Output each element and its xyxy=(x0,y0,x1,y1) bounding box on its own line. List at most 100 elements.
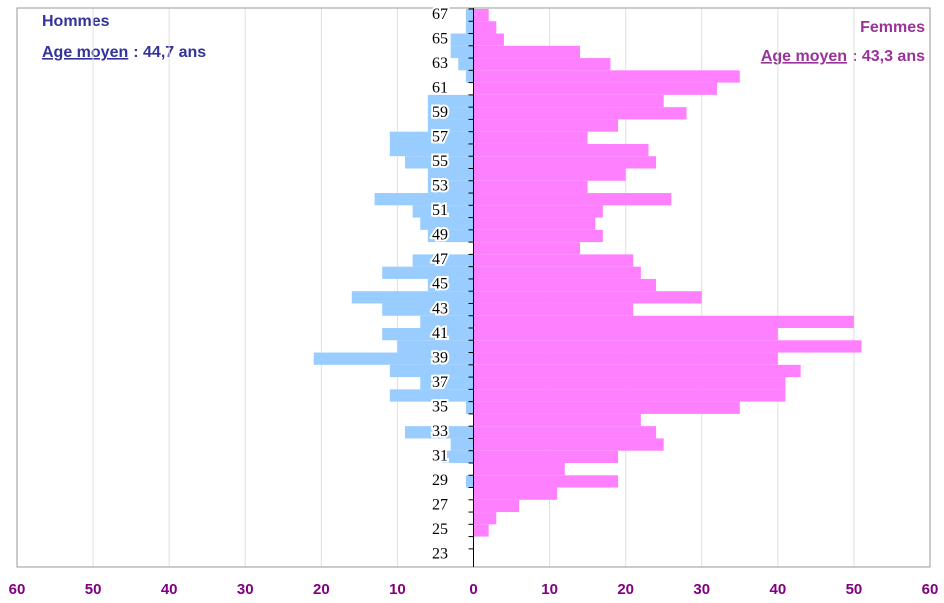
x-tick-label: 50 xyxy=(846,581,863,598)
legend-women: Femmes xyxy=(860,19,925,36)
bar xyxy=(473,58,611,71)
x-tick-label: 40 xyxy=(161,581,178,598)
bar xyxy=(412,254,474,267)
x-tick-label: 60 xyxy=(922,581,939,598)
bar xyxy=(473,352,778,365)
bar xyxy=(465,401,474,414)
bar xyxy=(427,107,474,120)
bar xyxy=(420,315,474,329)
bar xyxy=(397,340,474,353)
y-tick-label: 57 xyxy=(432,128,448,145)
y-tick-label: 39 xyxy=(432,349,448,366)
bar xyxy=(473,8,489,22)
bar xyxy=(427,168,474,181)
bar xyxy=(473,33,504,46)
bar xyxy=(473,193,672,206)
bar xyxy=(473,426,657,439)
bar xyxy=(412,205,474,218)
y-tick-label: 63 xyxy=(432,55,448,72)
bar xyxy=(473,328,778,341)
x-tick-label: 30 xyxy=(237,581,254,598)
bar xyxy=(473,487,558,500)
bar xyxy=(473,254,634,267)
x-tick-label: 20 xyxy=(617,581,634,598)
bar xyxy=(405,156,474,169)
annotation-men: Age moyen : 44,7 ans xyxy=(42,44,206,61)
bar xyxy=(473,278,657,292)
bar xyxy=(450,438,474,451)
x-tick-label: 60 xyxy=(9,581,26,598)
y-tick-label: 35 xyxy=(432,398,448,415)
bar xyxy=(450,45,474,59)
y-tick-label: 29 xyxy=(432,472,448,489)
y-tick-label: 33 xyxy=(432,423,448,440)
bar xyxy=(473,266,641,279)
bar xyxy=(473,512,497,525)
bar xyxy=(405,426,474,439)
y-tick-label: 43 xyxy=(432,300,448,317)
bar xyxy=(473,291,702,304)
bar xyxy=(374,193,474,206)
y-tick-label: 31 xyxy=(432,448,448,465)
bar xyxy=(313,352,474,365)
y-tick-label: 37 xyxy=(432,374,448,391)
bar xyxy=(473,475,619,488)
bar xyxy=(473,303,634,316)
annotation-text: : 43,3 ans xyxy=(852,48,925,65)
y-tick-label: 53 xyxy=(432,178,448,195)
bar xyxy=(473,499,520,513)
bar xyxy=(473,70,740,83)
bar xyxy=(473,377,786,390)
annotation-label: Age moyen xyxy=(42,44,128,61)
y-tick-label: 45 xyxy=(432,276,448,293)
bar xyxy=(473,82,717,95)
bar xyxy=(465,21,474,34)
bar xyxy=(382,266,474,279)
y-tick-label: 49 xyxy=(432,227,448,244)
bar xyxy=(473,119,619,132)
annotation-label: Age moyen xyxy=(761,48,847,65)
y-tick-label: 23 xyxy=(432,546,448,563)
y-tick-label: 67 xyxy=(432,6,448,23)
legend-men: Hommes xyxy=(42,13,110,30)
annotation-text: : 44,7 ans xyxy=(133,44,206,61)
x-tick-label: 10 xyxy=(541,581,558,598)
bar xyxy=(427,119,474,132)
bar xyxy=(473,340,862,353)
bar xyxy=(450,33,474,46)
bar xyxy=(473,45,581,59)
y-tick-label: 65 xyxy=(432,30,448,47)
bar xyxy=(427,180,474,194)
bar xyxy=(382,328,474,341)
bar xyxy=(473,143,649,157)
bar xyxy=(473,205,603,218)
bar xyxy=(420,217,474,230)
bar xyxy=(389,131,474,144)
bar xyxy=(473,94,664,108)
bar xyxy=(427,229,474,243)
x-tick-label: 50 xyxy=(85,581,102,598)
y-tick-label: 47 xyxy=(432,251,448,268)
y-tick-label: 51 xyxy=(432,202,448,219)
bar xyxy=(473,450,619,463)
bar xyxy=(427,278,474,292)
bar xyxy=(473,131,588,144)
x-tick-label: 40 xyxy=(769,581,786,598)
bar xyxy=(473,242,581,255)
bar xyxy=(465,70,474,83)
y-tick-label: 61 xyxy=(432,79,448,96)
bar xyxy=(473,156,657,169)
bar xyxy=(473,438,664,451)
y-tick-label: 25 xyxy=(432,521,448,538)
bar xyxy=(458,58,474,71)
bar xyxy=(473,524,489,537)
bar xyxy=(389,364,474,378)
y-tick-label: 55 xyxy=(432,153,448,170)
bar xyxy=(351,291,474,304)
x-tick-label: 20 xyxy=(313,581,330,598)
x-tick-label: 10 xyxy=(389,581,406,598)
bar xyxy=(389,389,474,402)
y-tick-label: 41 xyxy=(432,325,448,342)
y-tick-label: 59 xyxy=(432,104,448,121)
